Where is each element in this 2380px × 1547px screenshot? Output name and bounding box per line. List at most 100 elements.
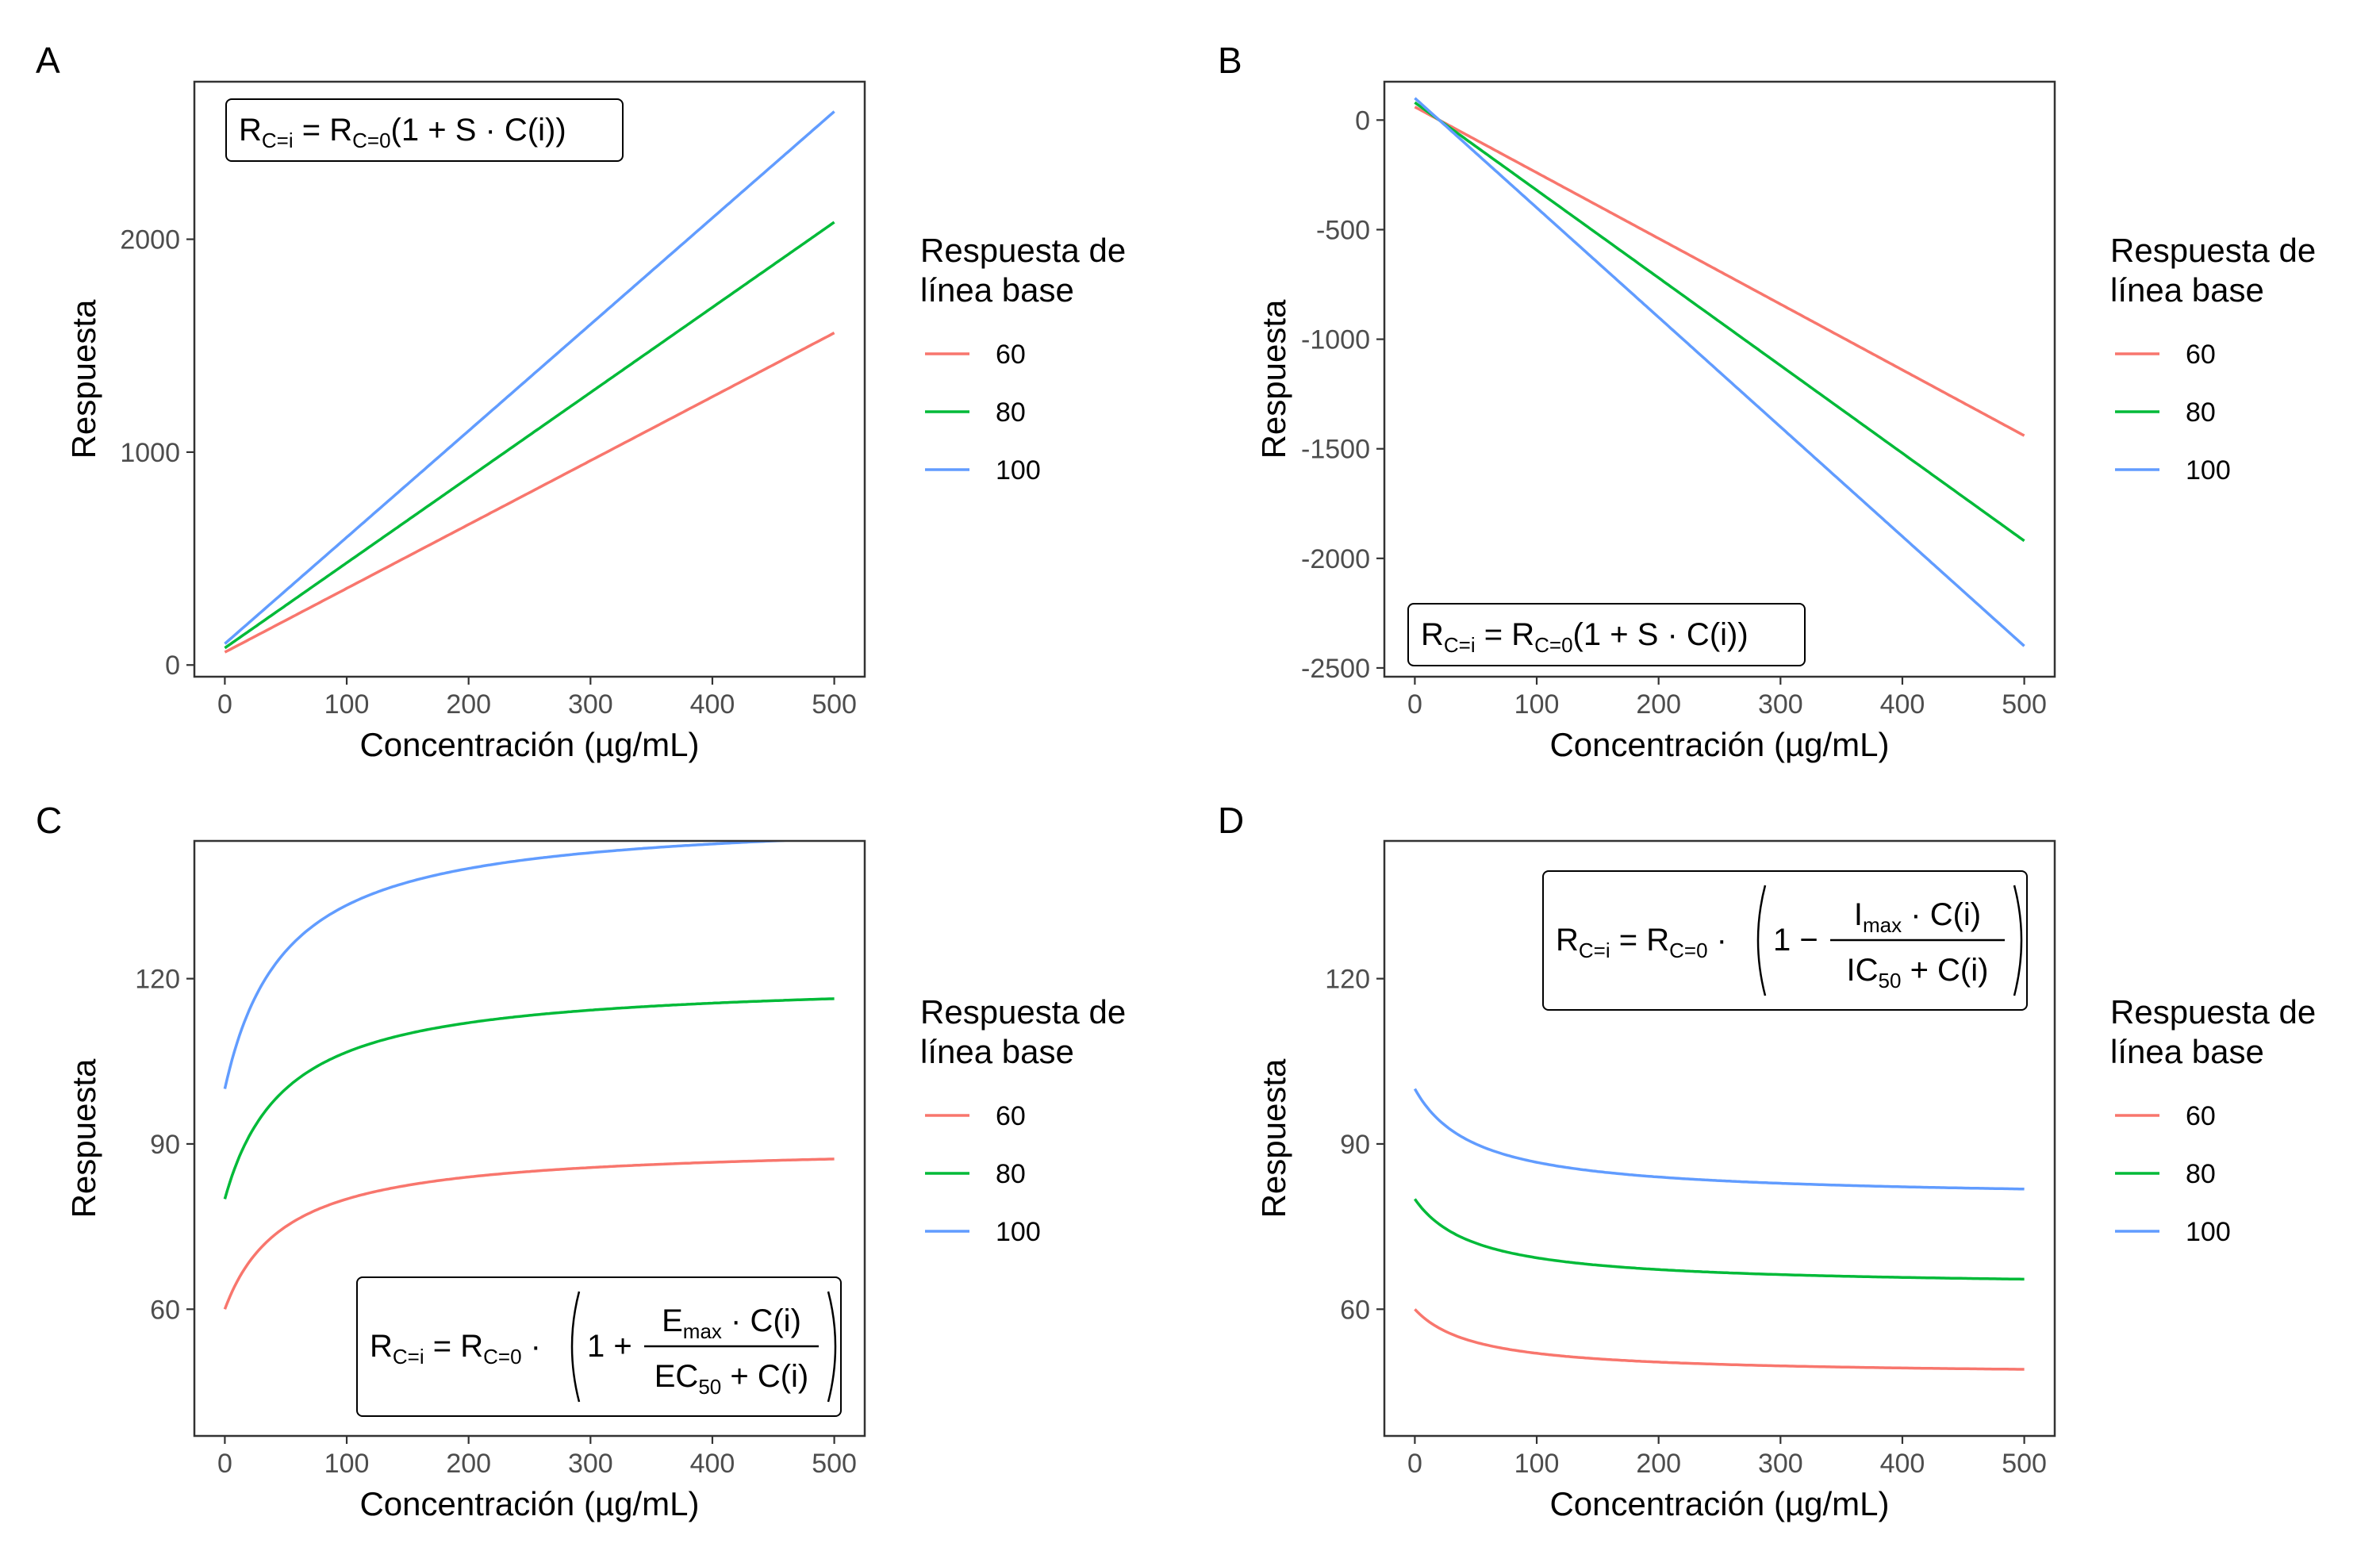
x-tick-label: 100 [324, 689, 370, 720]
y-axis-title: Respuesta [65, 299, 102, 459]
plot-border [1383, 839, 2056, 1438]
svg-text:1 −: 1 − [1773, 923, 1818, 958]
panel-tag: B [1218, 40, 1242, 81]
x-tick-label: 200 [1636, 1449, 1681, 1479]
y-tick-label: -2000 [1301, 544, 1370, 574]
x-tick-label: 300 [568, 1449, 613, 1479]
svg-text:Imax · C(i): Imax · C(i) [1854, 897, 1981, 937]
y-tick-label: 0 [1355, 106, 1370, 136]
svg-text:RC=i = RC=0(1 + S · C(i)): RC=i = RC=0(1 + S · C(i)) [239, 113, 566, 152]
legend-label: 100 [996, 455, 1041, 486]
x-tick-label: 300 [568, 689, 613, 720]
x-tick-label: 300 [1758, 689, 1803, 720]
x-tick-label: 100 [1514, 1449, 1560, 1479]
x-tick-label: 0 [1407, 689, 1422, 720]
legend-title: Respuesta de [2110, 993, 2316, 1031]
legend-title: línea base [920, 1033, 1074, 1070]
legend-title: Respuesta de [2110, 232, 2316, 269]
y-tick-label: -2500 [1301, 654, 1370, 684]
equation-box: RC=i = RC=0(1 + S · C(i)) [1407, 603, 1806, 666]
legend-label: 100 [996, 1217, 1041, 1247]
legend-label: 100 [2186, 1217, 2231, 1247]
legend-label: 60 [2186, 340, 2216, 370]
series-line-80 [1414, 101, 2025, 543]
x-axis-title: Concentración (µg/mL) [359, 1485, 699, 1522]
y-tick-label: 60 [1340, 1295, 1370, 1325]
legend-label: 80 [996, 1159, 1026, 1189]
plot-border [193, 839, 866, 1438]
equation-box: RC=i = RC=0(1 + S · C(i)) [225, 98, 624, 162]
legend-title: línea base [2110, 271, 2264, 309]
y-tick-label: 0 [165, 651, 180, 681]
y-tick-label: 1000 [120, 438, 180, 468]
series-line-60 [1414, 1308, 2025, 1371]
plot-border [1383, 80, 2056, 678]
svg-text:RC=i = RC=0 ·: RC=i = RC=0 · [1556, 923, 1727, 962]
legend-title: Respuesta de [920, 232, 1126, 269]
x-tick-label: 0 [217, 1449, 232, 1479]
series-line-80 [223, 997, 835, 1200]
x-tick-label: 100 [324, 1449, 370, 1479]
y-tick-label: 60 [150, 1295, 180, 1325]
y-tick-label: -1500 [1301, 435, 1370, 465]
legend-label: 100 [2186, 455, 2231, 486]
panel-b: B 0 100 200 300 400 500 0 -500 -1000 -1500 -2000 -25… [1218, 40, 2316, 763]
x-tick-label: 0 [1407, 1449, 1422, 1479]
x-tick-label: 500 [812, 1449, 857, 1479]
y-axis-title: Respuesta [1255, 1058, 1292, 1218]
x-tick-label: 400 [1880, 1449, 1925, 1479]
plot-border [193, 80, 866, 678]
x-tick-label: 300 [1758, 1449, 1803, 1479]
series-line-60 [1414, 106, 2025, 437]
y-tick-label: 2000 [120, 225, 180, 255]
svg-text:RC=i = RC=0 ·: RC=i = RC=0 · [370, 1329, 541, 1368]
x-tick-label: 200 [446, 689, 491, 720]
svg-text:1 +: 1 + [587, 1329, 632, 1364]
panel-a: A 0 100 200 300 400 500 0 1000 2000 Concentración … [36, 40, 1126, 763]
legend-label: 80 [2186, 1159, 2216, 1189]
y-tick-label: 120 [1325, 965, 1370, 995]
panel-tag: A [36, 40, 60, 81]
y-axis-title: Respuesta [1255, 299, 1292, 459]
series-line-80 [1413, 1198, 2025, 1281]
x-tick-label: 200 [1636, 689, 1681, 720]
series-line-100 [223, 841, 807, 1089]
x-tick-label: 100 [1514, 689, 1560, 720]
svg-text:IC50 + C(i): IC50 + C(i) [1847, 953, 1989, 992]
panel-tag: D [1218, 800, 1244, 841]
series-line-80 [224, 221, 835, 650]
y-tick-label: 120 [135, 965, 180, 995]
equation-box: RC=i = RC=0 · 1 + Emax · C(i) EC50 + C(i) [356, 1276, 842, 1417]
series-line-60 [223, 1157, 835, 1310]
legend-label: 60 [996, 1101, 1026, 1131]
y-tick-label: -500 [1316, 215, 1370, 245]
x-tick-label: 500 [812, 689, 857, 720]
legend-label: 60 [2186, 1101, 2216, 1131]
x-tick-label: 400 [690, 1449, 735, 1479]
legend-label: 80 [2186, 397, 2216, 428]
x-axis-title: Concentración (µg/mL) [359, 726, 699, 763]
legend-title: Respuesta de [920, 993, 1126, 1031]
series-line-100 [1414, 97, 2025, 647]
panel-tag: C [36, 800, 62, 841]
x-tick-label: 500 [2002, 1449, 2047, 1479]
y-tick-label: 90 [1340, 1130, 1370, 1160]
legend-title: línea base [920, 271, 1074, 309]
svg-text:Emax · C(i): Emax · C(i) [662, 1303, 801, 1343]
x-tick-label: 0 [217, 689, 232, 720]
y-tick-label: -1000 [1301, 325, 1370, 355]
x-axis-title: Concentración (µg/mL) [1549, 1485, 1889, 1522]
series-line-100 [1413, 1088, 2025, 1191]
svg-text:RC=i = RC=0(1 + S · C(i)): RC=i = RC=0(1 + S · C(i)) [1421, 617, 1749, 657]
x-tick-label: 400 [690, 689, 735, 720]
y-axis-title: Respuesta [65, 1058, 102, 1218]
x-axis-title: Concentración (µg/mL) [1549, 726, 1889, 763]
series-line-100 [224, 110, 835, 645]
legend-title: línea base [2110, 1033, 2264, 1070]
legend-label: 60 [996, 340, 1026, 370]
